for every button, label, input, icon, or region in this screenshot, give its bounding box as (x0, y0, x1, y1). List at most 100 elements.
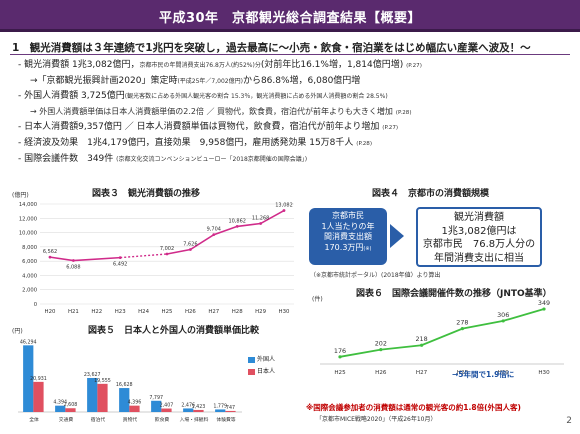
title-bar: 平成30年 京都観光総合調査結果【概要】 (0, 0, 580, 32)
bullet-text: - 国際会議件数 349件 (18, 153, 114, 164)
y-tick-label: 14,000 (19, 202, 37, 208)
y-tick-label: 8,000 (22, 245, 37, 251)
bullet-small: 京都市民の年間消費支出76.8万人(約52%)分 (139, 62, 261, 69)
data-point (118, 256, 122, 260)
bar (161, 408, 172, 412)
bar (119, 388, 130, 412)
fig4-title: 図表４ 京都市の消費額規模 (372, 189, 490, 199)
x-tick-label: 買物代 (123, 416, 138, 423)
bullet-text: → 外国人消費額単価は日本人消費額単価の2.2倍 ／ 買物代，飲食費，宿泊代が前… (30, 106, 393, 116)
box-text: 170.3万円 (324, 242, 364, 252)
bullet-row: - 日本人消費額9,357億円 ／ 日本人消費額単価は買物代，飲食費，宿泊代が前… (18, 120, 568, 136)
bullet-row: - 外国人消費額 3,725億円(観光客数に占める外国人観光客の割合 15.3％… (18, 89, 568, 105)
bullet-list: - 観光消費額 1兆3,082億円，京都市民の年間消費支出76.8万人(約52%… (18, 58, 568, 167)
x-tick-label: H30 (279, 309, 290, 315)
bar (23, 345, 34, 412)
series-line (339, 308, 545, 358)
fig4-source: （※京都市統計ポータル）(2018年値）より算出 (310, 272, 441, 279)
bullet-small: (平成25年／7,002億円) (177, 77, 243, 85)
data-label: 7,002 (160, 246, 174, 252)
box-text: 観光消費額 (454, 212, 504, 223)
tourism-spending-box: 観光消費額 1兆3,082億円は 京都市民 76.8万人分の 年間消費支出に相当 (416, 207, 542, 267)
x-tick-label: H26 (185, 309, 196, 315)
data-point (501, 319, 505, 323)
data-point (259, 222, 262, 225)
x-tick-label: 全体 (29, 416, 39, 423)
x-tick-label: H29 (255, 309, 266, 315)
box-text: 年間消費支出に相当 (434, 252, 524, 264)
bullet-row: → 外国人消費額単価は日本人消費額単価の2.2倍 ／ 買物代，飲食費，宿泊代が前… (18, 105, 568, 121)
box-text: 1人当たりの年 (321, 221, 375, 231)
data-label: 349 (538, 300, 550, 307)
data-label: 9,704 (207, 227, 221, 233)
x-tick-label: H27 (416, 370, 428, 376)
bullet-row: - 経済波及効果 1兆4,179億円，直接効果 9,958億円，雇用誘発効果 1… (18, 136, 568, 152)
series-line (166, 209, 285, 255)
bar (87, 377, 98, 412)
data-label: 6,088 (66, 265, 80, 271)
page-ref: (P.27) (406, 63, 422, 69)
arrow-right-icon (390, 224, 404, 248)
bullet-row: - 国際会議件数 349件 (京都文化交流コンベンションビューロー「2018京都… (18, 152, 568, 168)
data-point (379, 348, 383, 352)
page-ref: (P.28) (395, 109, 412, 116)
data-label: 2,608 (64, 402, 78, 408)
data-label: 2,476 (181, 402, 195, 408)
data-label: 747 (226, 405, 235, 411)
data-label: 23,627 (84, 372, 101, 378)
bullet-row: - 観光消費額 1兆3,082億円，京都市民の年間消費支出76.8万人(約52%… (18, 58, 568, 74)
bullet-small: (京都文化交流コンベンションビューロー「2018京都開催の国際会議」) (116, 155, 308, 163)
bullet-text: から86.8%増，6,080億円増 (242, 75, 361, 86)
data-point (212, 233, 216, 237)
x-tick-label: 体験費等 (216, 416, 235, 423)
bar (193, 409, 204, 412)
fig6-chart: 176 202 218 278 306 349 H25 H26 H27 H28 H29 H30 (320, 300, 564, 376)
y-tick-label: 6,000 (22, 259, 37, 265)
bar (183, 408, 194, 412)
data-point (542, 307, 546, 311)
data-label: 1,779 (213, 403, 227, 409)
data-point (189, 248, 192, 251)
x-tick-label: H28 (232, 309, 243, 315)
page-number: 2 (566, 416, 572, 426)
x-tick-label: H27 (208, 309, 219, 315)
data-point (72, 259, 75, 262)
x-tick-label: H20 (45, 309, 56, 315)
fig3-unit: (億円) (12, 192, 29, 199)
data-label: 13,082 (275, 203, 293, 209)
data-label: 16,628 (116, 382, 133, 388)
x-tick-label: H25 (334, 370, 346, 376)
bullet-text: - 外国人消費額 3,725億円 (18, 91, 125, 102)
data-label: 4,394 (53, 400, 67, 406)
data-point (420, 343, 424, 347)
bullet-text: - 観光消費額 1兆3,082億円， (18, 60, 140, 70)
legend-swatch (248, 368, 255, 375)
fig6-title: 図表６ 国際会議開催件数の推移（JNTO基準） (356, 289, 552, 299)
data-point (165, 252, 169, 256)
bullet-text: - 日本人消費額9,357億円 ／ 日本人消費額単価は買物代，飲食費，宿泊代が前… (18, 122, 380, 133)
bullet-small: (観光客数に占める外国人観光客の割合 15.3％，観光消費額に占める外国人消費額… (124, 93, 388, 101)
y-tick-label: 10,000 (19, 231, 37, 237)
bullet-text: (対前年比16.1%増，1,814億円増) (260, 60, 404, 70)
data-label: 7,797 (149, 395, 163, 401)
data-label: 6,562 (43, 249, 57, 255)
data-label: 7,626 (183, 242, 197, 248)
data-label: 306 (497, 311, 509, 319)
box-text: 京都市民 (332, 211, 364, 220)
legend-label: 日本人 (257, 368, 276, 375)
bullet-text: - 経済波及効果 1兆4,179億円，直接効果 9,958億円，雇用誘発効果 1… (18, 137, 354, 148)
y-tick-label: 2,000 (22, 288, 37, 294)
x-tick-label: 宿泊代 (91, 416, 106, 423)
data-label: 278 (456, 319, 468, 327)
fig3-chart: 0 2,000 4,000 6,000 8,000 10,000 12,000 14,000 H… (19, 202, 294, 315)
legend-swatch (248, 356, 255, 363)
page-ref: (P.28) (356, 140, 373, 147)
mice-source: 「京都市MICE戦略2020」（平成26年10月） (316, 416, 437, 423)
x-tick-label: H23 (115, 309, 126, 315)
page-title: 平成30年 京都観光総合調査結果【概要】 (158, 11, 422, 26)
mice-note: ※国際会議参加者の消費額は通常の観光客の約1.8倍(外国人客) (306, 403, 521, 412)
data-label: 19,555 (94, 378, 111, 384)
data-label: 11,268 (252, 216, 270, 222)
data-label: 6,492 (113, 262, 127, 268)
headline: 1 観光消費額は３年連続で1兆円を突破し，過去最高に～小売・飲食・宿泊業をはじめ… (12, 42, 531, 54)
